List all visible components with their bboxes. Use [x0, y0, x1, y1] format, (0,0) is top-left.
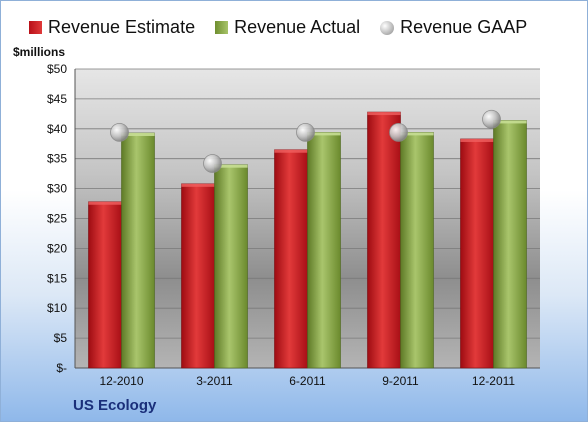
x-tick-label: 12-2010 — [99, 374, 143, 388]
y-axis-units-label: $millions — [13, 45, 66, 59]
bar-cap-revenue-estimate — [274, 149, 308, 153]
marker-revenue-gaap — [203, 154, 222, 173]
bar-revenue-estimate — [367, 111, 401, 369]
legend-label-estimate: Revenue Estimate — [48, 17, 196, 37]
bar-cap-revenue-actual — [121, 132, 155, 136]
bar-cap-revenue-actual — [400, 132, 434, 136]
bar-revenue-estimate — [274, 149, 308, 369]
y-tick-label: $30 — [47, 182, 67, 196]
marker-revenue-gaap — [389, 122, 408, 142]
legend-swatch-gaap — [380, 20, 395, 35]
bar-revenue-actual — [493, 120, 527, 369]
bar-revenue-actual — [121, 132, 155, 369]
y-tick-label: $45 — [47, 92, 67, 106]
marker-revenue-gaap — [296, 122, 315, 142]
bar-revenue-estimate — [460, 138, 494, 369]
bar-cap-revenue-actual — [493, 120, 527, 124]
legend-item-actual: Revenue Actual — [215, 17, 360, 38]
bar-revenue-actual — [400, 132, 434, 369]
bar-cap-revenue-actual — [214, 164, 248, 168]
bar-revenue-actual — [214, 164, 248, 369]
legend-swatch-estimate — [29, 21, 42, 34]
y-tick-label: $25 — [47, 212, 67, 226]
y-tick-label: $35 — [47, 152, 67, 166]
marker-revenue-gaap — [110, 122, 129, 142]
x-tick-label: 6-2011 — [289, 374, 326, 388]
y-tick-label: $5 — [54, 331, 68, 345]
x-tick-label: 9-2011 — [382, 374, 419, 388]
y-tick-label: $- — [56, 361, 67, 375]
legend-label-actual: Revenue Actual — [234, 17, 361, 37]
legend-swatch-actual — [215, 21, 229, 34]
legend-label-gaap: Revenue GAAP — [400, 17, 528, 37]
x-tick-label: 12-2011 — [472, 374, 515, 388]
bar-cap-revenue-estimate — [88, 201, 122, 205]
bar-revenue-estimate — [181, 183, 215, 369]
legend-item-gaap: Revenue GAAP — [380, 17, 527, 38]
bar-revenue-actual — [307, 132, 341, 369]
bar-cap-revenue-estimate — [181, 183, 215, 187]
y-tick-label: $50 — [47, 62, 67, 76]
y-tick-label: $10 — [47, 301, 67, 315]
y-tick-label: $20 — [47, 241, 67, 255]
bar-cap-revenue-estimate — [460, 138, 494, 142]
legend: Revenue Estimate Revenue Actual Revenue … — [29, 17, 527, 38]
bar-cap-revenue-actual — [307, 132, 341, 136]
bar-cap-revenue-estimate — [367, 112, 401, 116]
marker-revenue-gaap — [482, 109, 501, 129]
x-tick-label: 3-2011 — [196, 374, 233, 388]
company-name: US Ecology — [73, 397, 157, 414]
legend-item-estimate: Revenue Estimate — [29, 17, 195, 38]
y-tick-label: $40 — [47, 122, 67, 136]
y-tick-label: $15 — [47, 271, 67, 285]
bar-revenue-estimate — [88, 201, 122, 369]
